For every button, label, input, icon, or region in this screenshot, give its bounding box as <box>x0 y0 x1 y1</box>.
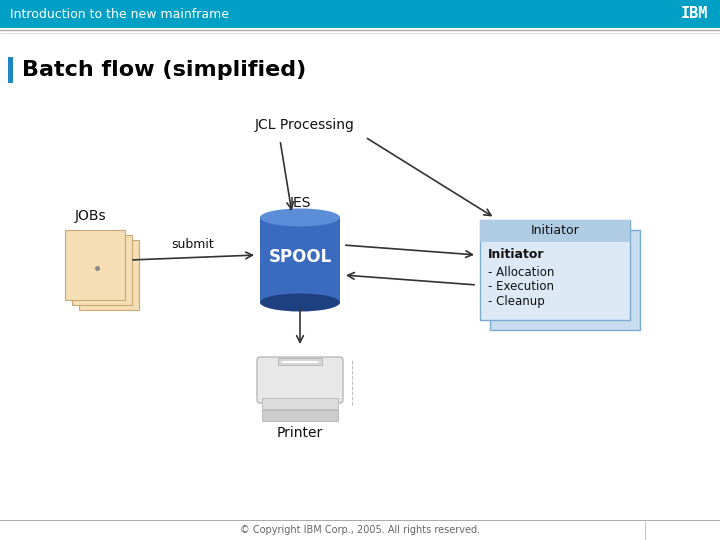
Ellipse shape <box>260 294 340 312</box>
Text: Initiator: Initiator <box>531 225 580 238</box>
Text: © Copyright IBM Corp., 2005. All rights reserved.: © Copyright IBM Corp., 2005. All rights … <box>240 525 480 535</box>
Text: Printer: Printer <box>277 426 323 440</box>
Text: IBM: IBM <box>680 6 708 22</box>
Text: JOBs: JOBs <box>74 209 106 223</box>
Ellipse shape <box>260 208 340 226</box>
Bar <box>282 361 318 363</box>
FancyBboxPatch shape <box>480 220 630 320</box>
Text: submit: submit <box>171 239 214 252</box>
Text: SPOOL: SPOOL <box>269 248 332 266</box>
Bar <box>8 57 13 83</box>
Text: Introduction to the new mainframe: Introduction to the new mainframe <box>10 8 229 21</box>
Text: Batch flow (simplified): Batch flow (simplified) <box>22 60 306 80</box>
Text: - Allocation: - Allocation <box>488 266 554 279</box>
FancyBboxPatch shape <box>79 240 139 310</box>
FancyBboxPatch shape <box>278 358 322 365</box>
Text: - Execution: - Execution <box>488 280 554 294</box>
Text: JCL Processing: JCL Processing <box>255 118 355 132</box>
Bar <box>0 0 720 28</box>
Bar <box>480 220 630 242</box>
Bar <box>260 218 340 302</box>
FancyBboxPatch shape <box>262 410 338 421</box>
Text: Initiator: Initiator <box>488 247 544 260</box>
FancyBboxPatch shape <box>257 357 343 403</box>
FancyBboxPatch shape <box>65 230 125 300</box>
FancyBboxPatch shape <box>490 230 640 330</box>
Text: JES: JES <box>289 197 311 211</box>
FancyBboxPatch shape <box>72 235 132 305</box>
Text: - Cleanup: - Cleanup <box>488 295 545 308</box>
FancyBboxPatch shape <box>262 398 338 409</box>
